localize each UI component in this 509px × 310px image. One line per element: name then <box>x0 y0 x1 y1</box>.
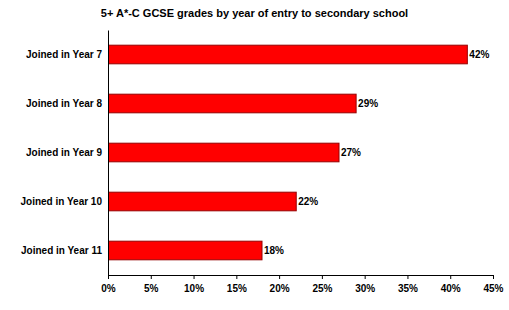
tick: 10% <box>184 275 204 294</box>
tick-label: 40% <box>441 283 461 294</box>
tick-mark <box>194 275 195 279</box>
tick: Joined in Year 10 <box>20 196 108 207</box>
bars <box>108 45 467 260</box>
tick: Joined in Year 11 <box>21 245 108 256</box>
tick-label: 20% <box>270 283 290 294</box>
tick: 15% <box>227 275 247 294</box>
y-axis: Joined in Year 7 Joined in Year 8 Joined i… <box>20 31 108 276</box>
tick: 0% <box>101 275 116 294</box>
axis-line <box>108 31 109 276</box>
tick-mark <box>151 275 152 279</box>
tick: 30% <box>355 275 375 294</box>
category-label: Joined in Year 9 <box>26 147 102 158</box>
title: 5+ A*-C GCSE grades by year of entry to … <box>101 7 408 19</box>
tick-mark <box>236 275 237 279</box>
tick: 5% <box>144 275 159 294</box>
tick: 40% <box>441 275 461 294</box>
data-label: 29% <box>358 98 378 109</box>
tick-label: 45% <box>483 283 503 294</box>
category-label: Joined in Year 11 <box>21 245 102 256</box>
tick-label: 25% <box>312 283 332 294</box>
bar <box>108 94 356 113</box>
chart: 5+ A*-C GCSE grades by year of entry to … <box>0 0 509 310</box>
category-label: Joined in Year 7 <box>26 49 102 60</box>
tick-label: 30% <box>355 283 375 294</box>
axis-line <box>109 275 494 276</box>
plot: 0% 5% 10% 15% 20% 25% 30% 35% 40% 45% Joined in Ye… <box>20 31 503 295</box>
tick-label: 35% <box>398 283 418 294</box>
tick-label: 0% <box>101 283 116 294</box>
bar <box>108 241 262 260</box>
bar <box>108 143 339 162</box>
category-label: Joined in Year 10 <box>20 196 102 207</box>
tick: 20% <box>270 275 290 294</box>
data-label: 27% <box>341 147 361 158</box>
x-axis: 0% 5% 10% 15% 20% 25% 30% 35% 40% 45% <box>101 275 503 294</box>
tick-mark <box>322 275 323 279</box>
tick-mark <box>279 275 280 279</box>
data-label: 42% <box>469 49 489 60</box>
tick: Joined in Year 9 <box>26 147 108 158</box>
category-label: Joined in Year 8 <box>26 98 102 109</box>
tick-mark <box>450 275 451 279</box>
tick: Joined in Year 8 <box>26 98 108 109</box>
data-labels: 42% 29% 27% 22% 18% <box>264 49 489 256</box>
tick-label: 10% <box>184 283 204 294</box>
bar <box>108 192 296 211</box>
tick: 35% <box>398 275 418 294</box>
tick-mark <box>108 275 109 279</box>
tick-label: 15% <box>227 283 247 294</box>
tick-label: 5% <box>144 283 159 294</box>
bar <box>108 45 467 64</box>
tick: 45% <box>483 275 503 294</box>
tick-mark <box>407 275 408 279</box>
data-label: 22% <box>298 196 318 207</box>
data-label: 18% <box>264 245 284 256</box>
tick-mark <box>493 275 494 279</box>
tick: 25% <box>312 275 332 294</box>
tick: Joined in Year 7 <box>26 49 108 60</box>
tick-mark <box>365 275 366 279</box>
